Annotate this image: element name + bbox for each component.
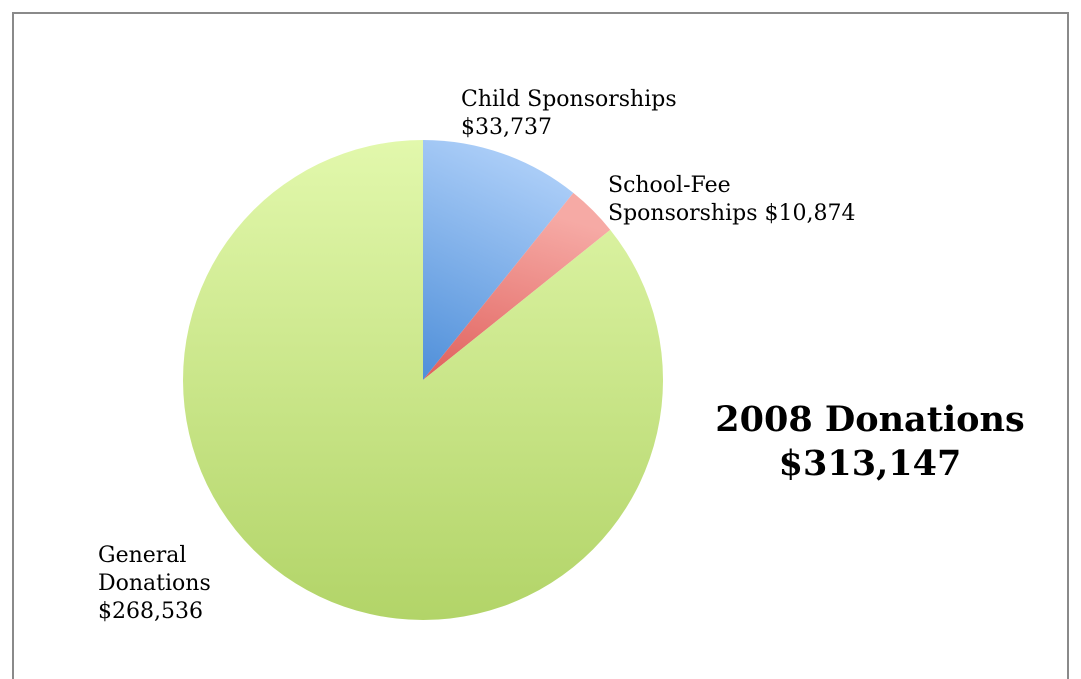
slice-label-value: $33,737 (461, 115, 552, 140)
slice-label-school-fee-sponsorships: School-Fee Sponsorships $10,874 (608, 172, 855, 228)
slice-label-name: Child Sponsorships (461, 87, 677, 112)
slice-label-child-sponsorships: Child Sponsorships $33,737 (461, 86, 677, 142)
slice-label-value: $268,536 (98, 599, 203, 624)
slice-label-name: General (98, 543, 187, 568)
chart-title-block: 2008 Donations $313,147 (690, 398, 1050, 486)
slice-label-name-value: Sponsorships $10,874 (608, 201, 856, 226)
slice-label-general-donations: General Donations $268,536 (98, 542, 211, 626)
chart-title: 2008 Donations (715, 399, 1025, 440)
pie-slices (183, 140, 664, 621)
pie-slice-school-fee-sponsorships (423, 192, 611, 380)
pie-slice-child-sponsorships (423, 140, 574, 380)
slice-label-name: School-Fee (608, 173, 731, 198)
chart-total: $313,147 (778, 443, 962, 484)
slice-label-name-cont: Donations (98, 571, 211, 596)
pie-slice-general-donations (183, 140, 664, 621)
